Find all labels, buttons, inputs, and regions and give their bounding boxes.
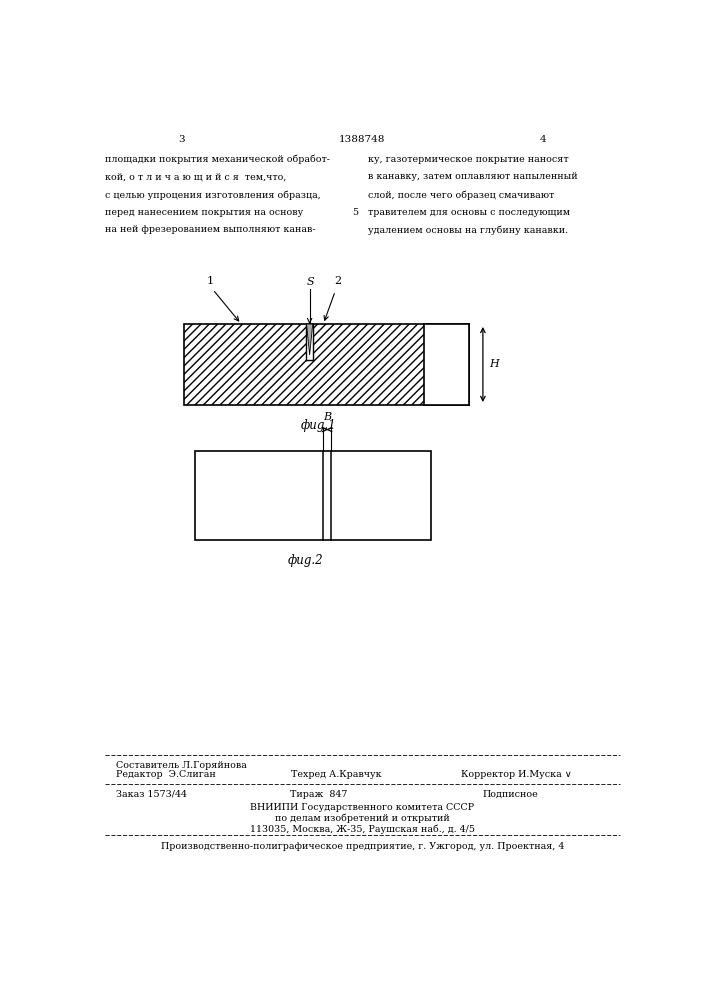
Text: Производственно-полиграфическое предприятие, г. Ужгород, ул. Проектная, 4: Производственно-полиграфическое предприя… — [160, 842, 564, 851]
Text: 113035, Москва, Ж-35, Раушская наб., д. 4/5: 113035, Москва, Ж-35, Раушская наб., д. … — [250, 825, 475, 834]
Text: травителем для основы с последующим: травителем для основы с последующим — [368, 208, 570, 217]
Text: Составитель Л.Горяйнова: Составитель Л.Горяйнова — [116, 761, 247, 770]
Text: ку, газотермическое покрытие наносят: ку, газотермическое покрытие наносят — [368, 155, 568, 164]
Text: площадки покрытия механической обработ-: площадки покрытия механической обработ- — [105, 155, 329, 164]
Text: перед нанесением покрытия на основу: перед нанесением покрытия на основу — [105, 208, 303, 217]
Text: слой, после чего образец смачивают: слой, после чего образец смачивают — [368, 190, 554, 200]
Text: Техред А.Кравчук: Техред А.Кравчук — [291, 770, 382, 779]
Text: Подписное: Подписное — [483, 790, 539, 799]
Text: 1388748: 1388748 — [339, 135, 385, 144]
Bar — [195, 451, 431, 540]
Text: 4: 4 — [540, 135, 547, 144]
Text: фиg.1: фиg.1 — [300, 419, 336, 432]
Text: по делам изобретений и открытий: по делам изобретений и открытий — [275, 814, 450, 823]
Text: фиg.2: фиg.2 — [288, 554, 324, 567]
Text: Корректор И.Муска ∨: Корректор И.Муска ∨ — [461, 770, 572, 779]
Text: S: S — [307, 277, 315, 287]
Text: на ней фрезерованием выполняют канав-: на ней фрезерованием выполняют канав- — [105, 225, 315, 234]
Text: Заказ 1573/44: Заказ 1573/44 — [116, 790, 187, 799]
Text: 1: 1 — [206, 276, 214, 286]
Text: Тираж  847: Тираж 847 — [290, 790, 347, 799]
Text: 3: 3 — [178, 135, 185, 144]
Polygon shape — [307, 324, 312, 355]
Text: кой, о т л и ч а ю щ и й с я  тем,что,: кой, о т л и ч а ю щ и й с я тем,что, — [105, 172, 286, 181]
Text: H: H — [489, 359, 499, 369]
Text: Редактор  Э.Слиган: Редактор Э.Слиган — [116, 770, 216, 779]
Text: в канавку, затем оплавляют напыленный: в канавку, затем оплавляют напыленный — [368, 172, 578, 181]
Bar — [306, 324, 313, 360]
Text: 2: 2 — [334, 276, 341, 286]
Bar — [185, 324, 469, 405]
Bar — [423, 324, 469, 405]
Text: с целью упроцения изготовления образца,: с целью упроцения изготовления образца, — [105, 190, 320, 200]
Text: ВНИИПИ Государственного комитета СССР: ВНИИПИ Государственного комитета СССР — [250, 803, 474, 812]
Text: удалением основы на глубину канавки.: удалением основы на глубину канавки. — [368, 225, 568, 235]
Text: B: B — [323, 412, 331, 422]
Text: 5: 5 — [352, 208, 358, 217]
